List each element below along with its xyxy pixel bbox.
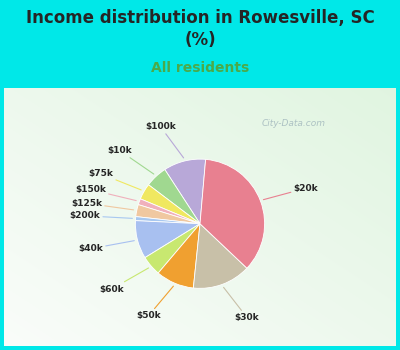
Wedge shape [145, 224, 200, 273]
Wedge shape [136, 217, 200, 224]
Wedge shape [165, 159, 206, 224]
Wedge shape [158, 224, 200, 288]
Wedge shape [136, 205, 200, 224]
Text: $150k: $150k [75, 185, 136, 201]
Wedge shape [148, 169, 200, 224]
Wedge shape [135, 220, 200, 258]
Text: $30k: $30k [224, 287, 260, 322]
Text: $100k: $100k [145, 122, 184, 158]
Text: $75k: $75k [88, 169, 141, 190]
Wedge shape [193, 224, 247, 288]
Text: $200k: $200k [70, 211, 132, 220]
Text: $125k: $125k [71, 199, 134, 210]
Text: $60k: $60k [100, 268, 148, 294]
Wedge shape [140, 185, 200, 224]
Text: $20k: $20k [264, 184, 318, 199]
Text: Income distribution in Rowesville, SC
(%): Income distribution in Rowesville, SC (%… [26, 9, 374, 49]
Text: City-Data.com: City-Data.com [262, 119, 326, 128]
Text: $50k: $50k [136, 286, 173, 320]
Text: All residents: All residents [151, 61, 249, 75]
Wedge shape [138, 199, 200, 224]
Wedge shape [200, 159, 265, 268]
Text: $40k: $40k [78, 241, 134, 253]
Text: $10k: $10k [107, 146, 154, 174]
